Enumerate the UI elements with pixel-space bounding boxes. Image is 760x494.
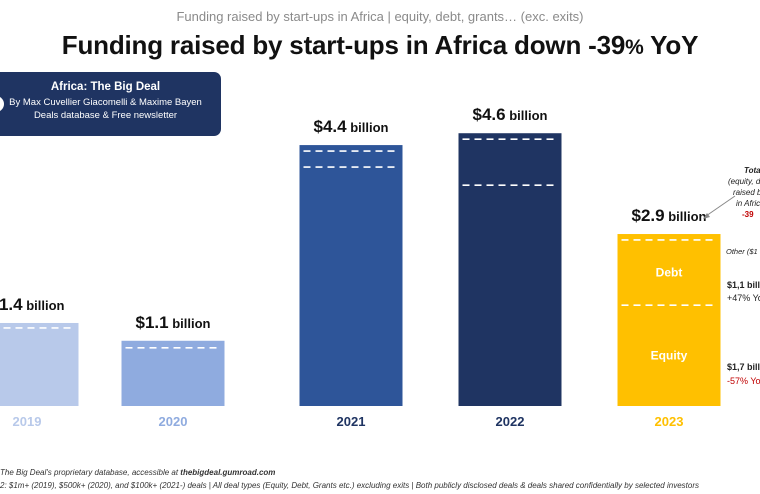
footnote-source: The Big Deal's proprietary database, acc… [0,468,275,477]
badge-title: Africa: The Big Deal [50,81,161,93]
value-label-2022: $4.6 billion [473,105,548,124]
category-label-2022: 2022 [496,414,525,429]
footnote-source-text: The Big Deal's proprietary database, acc… [0,468,181,477]
total-note-line-5: -39 [742,210,754,219]
badge-authors: By Max Cuvellier Giacomelli & Maxime Bay… [9,97,202,108]
bar-2019 [0,322,79,406]
footnote-link[interactable]: thebigdeal.gumroad.com [180,468,276,477]
value-label-2021: $4.4 billion [314,117,389,136]
badge-logo-icon [0,96,4,112]
bar-2023 [617,234,721,406]
category-label-2020: 2020 [159,414,188,429]
annotation-equity-value: $1,7 bill [727,362,760,372]
chart-subtitle: Funding raised by start-ups in Africa | … [176,9,584,24]
chart-title: Funding raised by start-ups in Africa do… [0,30,760,61]
total-note-line-3: raised b [733,188,760,197]
bar-2020 [121,340,225,406]
annotation-debt-change: +47% Yo [727,293,760,303]
title-percent: % [625,36,644,59]
total-note-line-2: (equity, d [728,177,760,186]
footnote-scope: 2: $1m+ (2019), $500k+ (2020), and $100k… [0,481,699,490]
category-label-2021: 2021 [337,414,366,429]
annotation-debt-value: $1,1 bill [727,280,760,290]
total-note-line-1: Tota [744,166,760,175]
total-note-arrow [705,195,736,217]
annotation-equity-change: -57% Yo [727,376,760,386]
badge-tagline: Deals database & Free newsletter [33,110,178,121]
segment-label-equity: Equity [651,349,688,363]
bar-2022 [458,133,562,406]
category-label-2023: 2023 [655,414,684,429]
bar-2021 [299,145,403,406]
title-main: Funding raised by start-ups in Africa do… [61,30,626,60]
value-label-2020: $1.1 billion [136,313,211,332]
title-end: YoY [643,30,699,60]
segment-label-debt: Debt [656,266,683,280]
value-label-2023: $2.9 billion [632,206,707,225]
annotation-other: Other ($1 [726,247,758,256]
total-note-arrowhead [703,213,710,219]
source-badge: Africa: The Big Deal By Max Cuvellier Gi… [0,72,221,136]
value-label-2019: $1.4 billion [0,295,65,314]
total-note-line-4: in Afric [736,199,760,208]
category-label-2019: 2019 [13,414,42,429]
